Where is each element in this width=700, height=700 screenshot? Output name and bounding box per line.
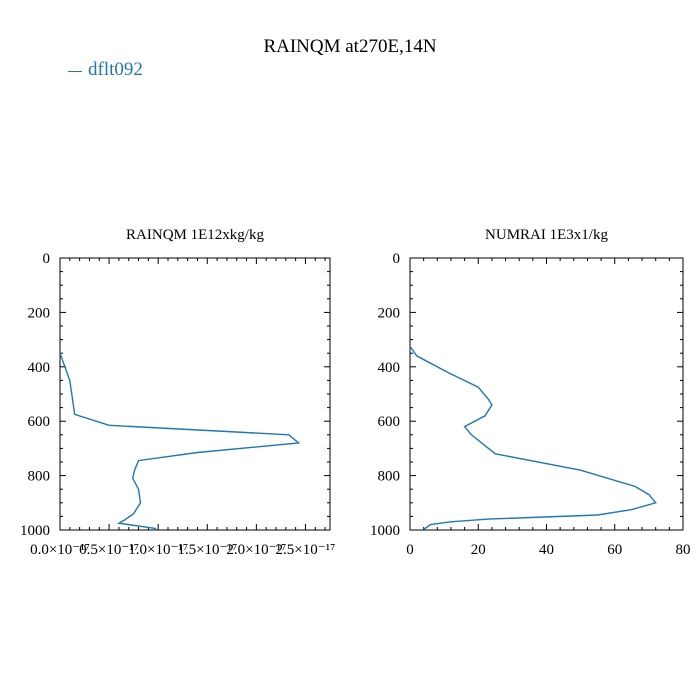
y-tick-label: 0 (43, 251, 51, 267)
x-tick-label: 60 (607, 542, 622, 558)
y-tick-label: 800 (28, 469, 51, 485)
x-tick-label: 0.5×10⁻¹⁷ (79, 542, 139, 558)
y-tick-label: 1000 (370, 523, 400, 539)
figure-title: RAINQM at270E,14N (263, 36, 437, 57)
legend-line-swatch (68, 70, 82, 72)
y-tick-label: 400 (28, 360, 51, 376)
y-tick-label: 600 (28, 414, 51, 430)
x-tick-label: 1.5×10⁻¹⁷ (177, 542, 237, 558)
panel-2-title: NUMRAI 1E3x1/kg (485, 227, 608, 243)
x-tick-label: 0.0×10⁻¹⁷ (30, 542, 90, 558)
panel-1-frame (59, 257, 331, 531)
panel-2-frame (409, 257, 684, 531)
x-tick-label: 20 (471, 542, 486, 558)
y-tick-label: 200 (28, 305, 51, 321)
x-tick-label: 2.0×10⁻¹⁷ (226, 542, 286, 558)
x-tick-label: 2.5×10⁻¹⁷ (276, 542, 336, 558)
x-tick-label: 80 (676, 542, 691, 558)
x-tick-label: 0 (406, 542, 414, 558)
legend-label: dflt092 (88, 59, 143, 80)
series-line-dflt092 (409, 345, 657, 531)
y-tick-label: 600 (378, 414, 401, 430)
y-tick-label: 200 (378, 305, 401, 321)
y-tick-label: 400 (378, 360, 401, 376)
legend: dflt092 (68, 59, 143, 81)
x-tick-label: 40 (539, 542, 554, 558)
x-tick-label: 1.0×10⁻¹⁷ (128, 542, 188, 558)
y-tick-label: 800 (378, 469, 401, 485)
y-tick-label: 0 (393, 251, 401, 267)
y-tick-label: 1000 (20, 523, 50, 539)
panel-1-title: RAINQM 1E12xkg/kg (126, 227, 264, 243)
series-line-dflt092 (59, 352, 301, 530)
